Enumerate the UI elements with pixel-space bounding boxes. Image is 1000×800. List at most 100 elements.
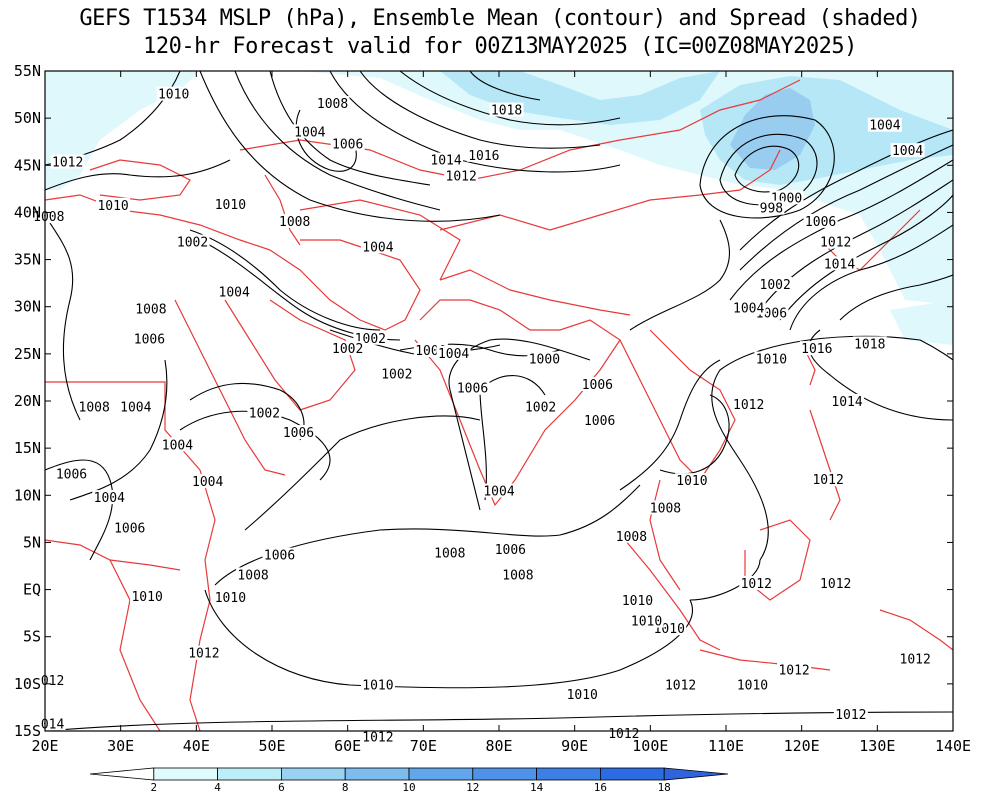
contour-label: 1012 <box>665 679 696 694</box>
boundary-east-africa-2 <box>109 559 161 731</box>
contour-label: 1014 <box>831 395 862 410</box>
contour-label: 1002 <box>177 236 208 251</box>
contour-label-bg <box>186 645 221 660</box>
lat-tick-label: 25N <box>14 345 41 363</box>
isobar-1010-ne <box>729 159 953 301</box>
contour-labels: 1010 1008 1004 1006 1018 1014 1016 1012 1012 1010… <box>31 86 933 746</box>
contour-label-bg <box>629 613 664 628</box>
contour-label-bg <box>132 331 167 346</box>
latitude-axis: 55N 50N 45N 40N 35N 30N 25N 20N 15N 10N 5N EQ 5S 10S 1… <box>14 62 953 740</box>
contour-label: 1002 <box>525 401 556 416</box>
isobar-1014-north <box>359 71 601 149</box>
contour-label-bg <box>130 589 165 604</box>
isobar-1004-ne <box>739 129 953 251</box>
isobar-contours <box>45 71 953 731</box>
boundary-central-asia <box>299 199 461 281</box>
contour-label-bg <box>330 341 365 356</box>
lon-tick-label: 20E <box>31 737 58 755</box>
contour-label: 1014 <box>430 154 461 169</box>
contour-label-bg <box>247 405 282 420</box>
colorbar: 2 4 6 8 10 12 14 16 18 <box>89 767 729 794</box>
contour-label: 1004 <box>162 438 193 453</box>
contour-label: 1010 <box>158 88 189 103</box>
lat-tick-label: 20N <box>14 392 41 410</box>
isobar-1010-indochina <box>659 394 730 475</box>
contour-label: 1006 <box>114 521 145 536</box>
contour-label: 1010 <box>737 679 768 694</box>
boundary-sumatra <box>624 539 721 651</box>
contour-label: 014 <box>41 717 65 732</box>
contour-label-bg <box>830 393 865 408</box>
colorbar-label: 18 <box>658 781 671 794</box>
contour-label: 1012 <box>820 577 851 592</box>
contour-label-bg <box>493 541 528 556</box>
boundary-himalaya <box>439 269 631 316</box>
isobar-1006-ne <box>739 144 953 271</box>
isobar-1016 <box>789 224 953 331</box>
contour-label: 1012 <box>446 170 477 185</box>
contour-label: 1008 <box>279 215 310 230</box>
contour-label-bg <box>731 300 766 315</box>
contour-label: 1018 <box>491 104 522 119</box>
boundary-china-north <box>439 149 781 231</box>
contour-label: 1018 <box>854 337 885 352</box>
contour-label-bg <box>156 86 191 101</box>
contour-label: 1004 <box>294 125 325 140</box>
contour-label-bg <box>217 284 252 299</box>
contour-label: 1006 <box>332 138 363 153</box>
boundary-philippines <box>809 409 841 521</box>
contour-label-bg <box>777 662 812 677</box>
contour-label: 1012 <box>188 647 219 662</box>
contour-label: 1006 <box>264 549 295 564</box>
contour-label: 1010 <box>631 615 662 630</box>
contour-label-bg <box>175 234 210 249</box>
contour-label-bg <box>523 399 558 414</box>
colorbar-label: 16 <box>594 781 607 794</box>
contour-label-bg <box>799 341 834 356</box>
colorbar-label: 10 <box>402 781 415 794</box>
contour-label-bg <box>466 147 501 162</box>
lon-tick-label: 50E <box>258 737 285 755</box>
isobar-998-low <box>734 145 800 193</box>
contour-label-bg <box>818 575 853 590</box>
lat-tick-label: 5S <box>23 628 41 646</box>
lat-tick-label: 10N <box>14 486 41 504</box>
contour-label-bg <box>330 136 365 151</box>
boundary-east-africa-3 <box>45 539 181 571</box>
longitude-axis: 20E 30E 40E 50E 60E 70E 80E 90E 100E 110E 120E 130E… <box>31 71 971 755</box>
isobar-1008-north <box>234 71 441 211</box>
contour-label: 1012 <box>778 664 809 679</box>
contour-label: 1010 <box>676 474 707 489</box>
contour-label-bg <box>739 575 774 590</box>
map-title-line-2: 120-hr Forecast valid for 00Z13MAY2025 (… <box>143 34 857 59</box>
isobar-1002-low <box>699 115 835 219</box>
contour-label: 012 <box>41 674 64 689</box>
lat-tick-label: EQ <box>23 581 41 599</box>
contour-label: 1006 <box>56 468 87 483</box>
isobar-1012-south <box>45 711 953 731</box>
contour-label: 1006 <box>582 378 613 393</box>
contour-label: 1008 <box>79 401 110 416</box>
boundary-malay-peninsula <box>649 479 681 591</box>
colorbar-segment <box>89 767 155 781</box>
contour-label-bg <box>190 474 225 489</box>
contour-label: 1004 <box>733 302 764 317</box>
isobar-1006-india <box>448 338 591 511</box>
contour-label: 1010 <box>97 199 128 214</box>
contour-label-bg <box>867 117 902 132</box>
lat-tick-label: 5N <box>23 533 41 551</box>
contour-label: 1006 <box>495 543 526 558</box>
lon-tick-label: 130E <box>859 737 895 755</box>
contour-label: 1010 <box>215 198 246 213</box>
contour-label: 1012 <box>812 473 843 488</box>
isobar-1010-south <box>204 589 693 689</box>
contour-label-bg <box>315 96 350 110</box>
contour-label-bg <box>160 437 195 452</box>
contour-label-bg <box>663 677 698 692</box>
lat-tick-label: 30N <box>14 298 41 316</box>
colorbar-label: 6 <box>278 781 285 794</box>
contour-label: 1012 <box>741 577 772 592</box>
contour-label-bg <box>754 351 789 366</box>
contour-label: 1002 <box>760 278 791 293</box>
lat-tick-label: 45N <box>14 156 41 174</box>
